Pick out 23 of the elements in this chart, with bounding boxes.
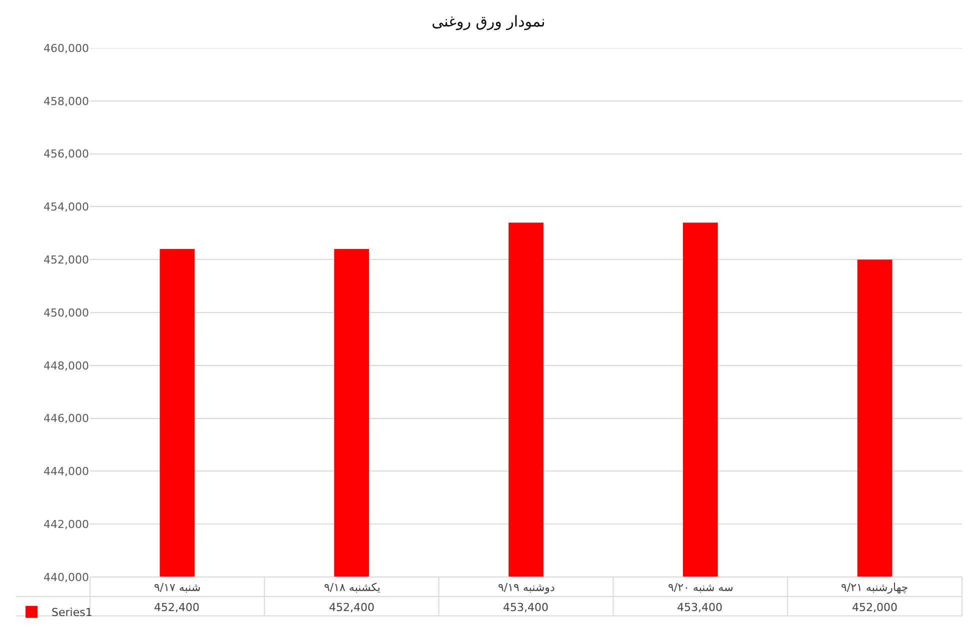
y-tick-label: 450,000 <box>44 306 89 320</box>
chart-title: نمودار ورق روغنی <box>432 12 546 30</box>
y-tick-label: 440,000 <box>44 570 89 584</box>
x-tick-label: چهارشنبه ۹/۲۱ <box>841 581 908 594</box>
y-tick-label: 460,000 <box>44 42 89 55</box>
y-tick-label: 458,000 <box>44 94 89 108</box>
y-tick-label: 452,000 <box>44 253 89 266</box>
y-tick-label: 454,000 <box>44 200 89 214</box>
y-tick-label: 446,000 <box>44 412 89 426</box>
x-tick-label: یکشنبه ۹/۱۸ <box>324 581 380 594</box>
x-tick-label: سه شنبه ۹/۲۰ <box>668 581 734 594</box>
data-label: 453,400 <box>503 601 548 614</box>
y-tick-label: 442,000 <box>44 518 89 531</box>
y-tick-label: 444,000 <box>44 465 89 478</box>
y-tick-label: 448,000 <box>44 359 89 372</box>
x-tick-label: دوشنبه ۹/۱۹ <box>498 581 555 594</box>
data-label: 452,000 <box>852 601 898 614</box>
data-label: 452,400 <box>329 601 374 614</box>
x-tick-label: شنبه ۹/۱۷ <box>154 581 201 594</box>
data-label: 453,400 <box>677 601 722 614</box>
legend-label: Series1 <box>52 606 92 620</box>
y-tick-label: 456,000 <box>44 148 89 161</box>
data-label: 452,400 <box>154 601 200 614</box>
